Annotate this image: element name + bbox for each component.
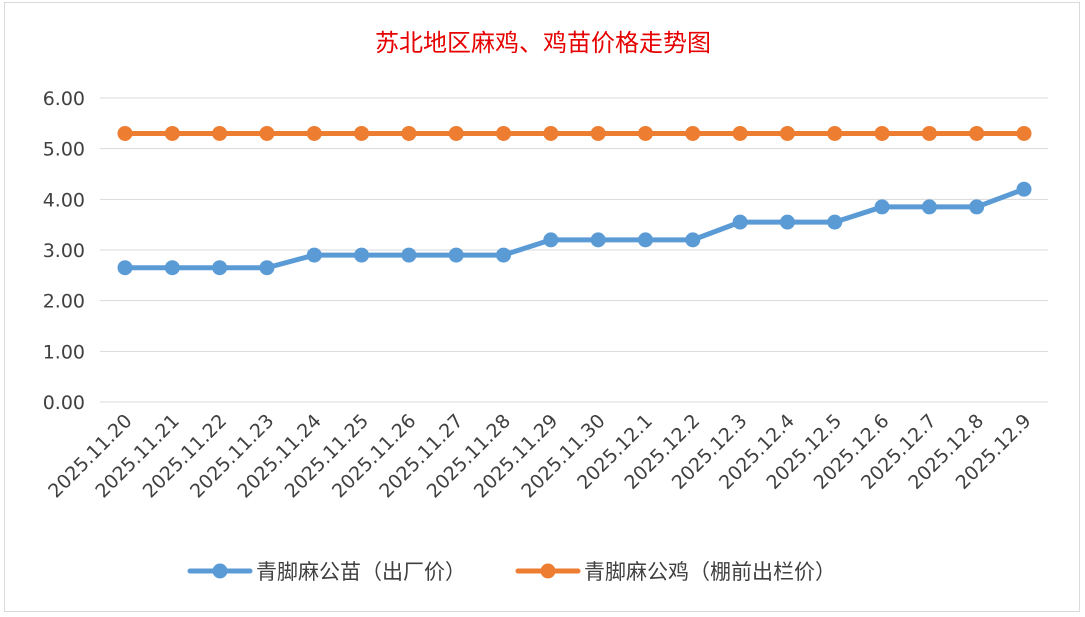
- data-point[interactable]: [732, 125, 748, 141]
- data-point[interactable]: [874, 199, 890, 215]
- x-axis: 2025.11.202025.11.212025.11.222025.11.23…: [44, 410, 1035, 502]
- data-point[interactable]: [401, 247, 417, 263]
- data-point[interactable]: [212, 125, 228, 141]
- legend-item[interactable]: 青脚麻公苗（出厂价）: [187, 560, 466, 584]
- data-point[interactable]: [164, 260, 180, 276]
- data-point[interactable]: [969, 125, 985, 141]
- data-point[interactable]: [306, 247, 322, 263]
- data-point[interactable]: [874, 125, 890, 141]
- series-line: [122, 186, 1027, 271]
- y-tick-label: 5.00: [43, 139, 85, 161]
- data-point[interactable]: [921, 199, 937, 215]
- data-point[interactable]: [1016, 181, 1032, 197]
- data-point[interactable]: [259, 260, 275, 276]
- data-point[interactable]: [685, 125, 701, 141]
- data-point[interactable]: [827, 125, 843, 141]
- data-point[interactable]: [779, 125, 795, 141]
- legend-label: 青脚麻公鸡（棚前出栏价）: [584, 560, 836, 584]
- data-point[interactable]: [637, 232, 653, 248]
- data-point[interactable]: [496, 125, 512, 141]
- data-point[interactable]: [969, 199, 985, 215]
- series-2: [117, 125, 1032, 141]
- data-point[interactable]: [590, 125, 606, 141]
- data-point[interactable]: [543, 125, 559, 141]
- legend-label: 青脚麻公苗（出厂价）: [256, 560, 466, 584]
- data-point[interactable]: [1016, 125, 1032, 141]
- series-layer: [117, 125, 1032, 276]
- data-point[interactable]: [685, 232, 701, 248]
- chart-title: 苏北地区麻鸡、鸡苗价格走势图: [375, 29, 711, 57]
- legend-swatch-marker: [540, 563, 556, 579]
- y-axis: 0.00 1.00 2.00 3.00 4.00 5.00 6.00: [43, 88, 85, 414]
- data-point[interactable]: [448, 125, 464, 141]
- data-point[interactable]: [117, 125, 133, 141]
- data-point[interactable]: [164, 125, 180, 141]
- y-tick-label: 1.00: [43, 341, 85, 363]
- data-point[interactable]: [212, 260, 228, 276]
- legend[interactable]: 青脚麻公苗（出厂价） 青脚麻公鸡（棚前出栏价）: [187, 560, 836, 584]
- data-point[interactable]: [496, 247, 512, 263]
- y-tick-label: 3.00: [43, 240, 85, 262]
- gridlines: [100, 97, 1048, 403]
- data-point[interactable]: [590, 232, 606, 248]
- data-point[interactable]: [448, 247, 464, 263]
- chart-area[interactable]: [4, 2, 1080, 612]
- data-point[interactable]: [921, 125, 937, 141]
- data-point[interactable]: [259, 125, 275, 141]
- data-point[interactable]: [117, 260, 133, 276]
- series-1: [117, 181, 1032, 276]
- legend-swatch-marker: [212, 563, 228, 579]
- data-point[interactable]: [354, 247, 370, 263]
- y-tick-label: 0.00: [43, 392, 85, 414]
- data-point[interactable]: [306, 125, 322, 141]
- data-point[interactable]: [543, 232, 559, 248]
- y-tick-label: 6.00: [43, 88, 85, 110]
- data-point[interactable]: [779, 214, 795, 230]
- data-point[interactable]: [354, 125, 370, 141]
- y-tick-label: 2.00: [43, 291, 85, 313]
- y-tick-label: 4.00: [43, 189, 85, 211]
- legend-item[interactable]: 青脚麻公鸡（棚前出栏价）: [515, 560, 836, 584]
- data-point[interactable]: [827, 214, 843, 230]
- data-point[interactable]: [732, 214, 748, 230]
- data-point[interactable]: [637, 125, 653, 141]
- data-point[interactable]: [401, 125, 417, 141]
